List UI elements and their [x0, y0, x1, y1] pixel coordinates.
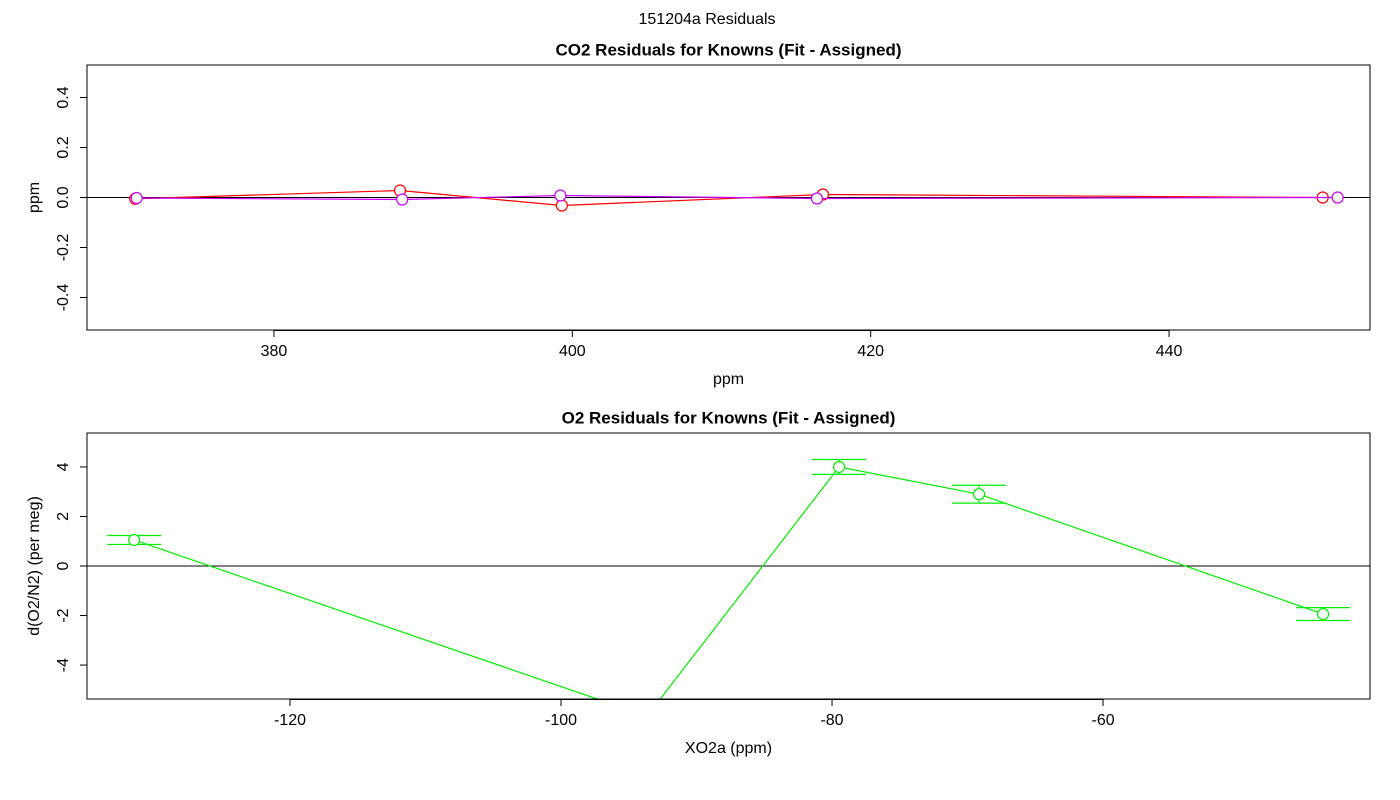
series-line	[133, 466, 1324, 699]
y-tick-label: -4	[55, 658, 72, 672]
x-tick-label: -120	[274, 712, 306, 729]
y-tick-label: -2	[55, 608, 72, 622]
y-tick-label: -0.4	[55, 284, 72, 312]
point	[810, 192, 824, 205]
panel-title: CO2 Residuals for Knowns (Fit - Assigned…	[555, 40, 901, 59]
plot-area	[107, 458, 1351, 722]
point	[555, 199, 568, 212]
point	[1331, 191, 1344, 204]
point	[1317, 607, 1330, 621]
point	[130, 191, 143, 205]
point	[554, 189, 567, 202]
y-tick-label: 0	[55, 561, 72, 570]
y-tick-label: 0.2	[55, 136, 72, 158]
x-tick-label: 400	[559, 343, 586, 360]
x-tick-label: -60	[1091, 712, 1114, 729]
plot-area	[129, 184, 1344, 212]
plot-frame	[86, 432, 1371, 700]
x-tick-label: -100	[545, 712, 577, 729]
point	[972, 488, 986, 501]
x-tick-label: 420	[857, 343, 884, 360]
point	[832, 460, 846, 474]
y-tick-label: 0.0	[55, 186, 72, 208]
y-tick-label: 2	[55, 512, 72, 521]
figure-title: 151204a Residuals	[639, 11, 776, 28]
x-axis-label: XO2a (ppm)	[685, 740, 772, 757]
x-tick-label: 380	[261, 343, 288, 360]
y-tick-label: 4	[55, 462, 72, 471]
y-axis-label: ppm	[26, 182, 43, 213]
y-tick-label: -0.2	[55, 234, 72, 262]
y-axis-label: d(O2/N2) (per meg)	[26, 496, 43, 636]
x-tick-label: -80	[820, 712, 843, 729]
x-tick-label: 440	[1156, 343, 1183, 360]
y-tick-label: 0.4	[55, 86, 72, 108]
x-axis-label: ppm	[713, 371, 744, 388]
point	[128, 533, 141, 547]
point	[642, 711, 653, 722]
panel-title: O2 Residuals for Knowns (Fit - Assigned)	[562, 408, 896, 427]
plot-frame	[86, 64, 1371, 331]
point	[396, 193, 409, 206]
